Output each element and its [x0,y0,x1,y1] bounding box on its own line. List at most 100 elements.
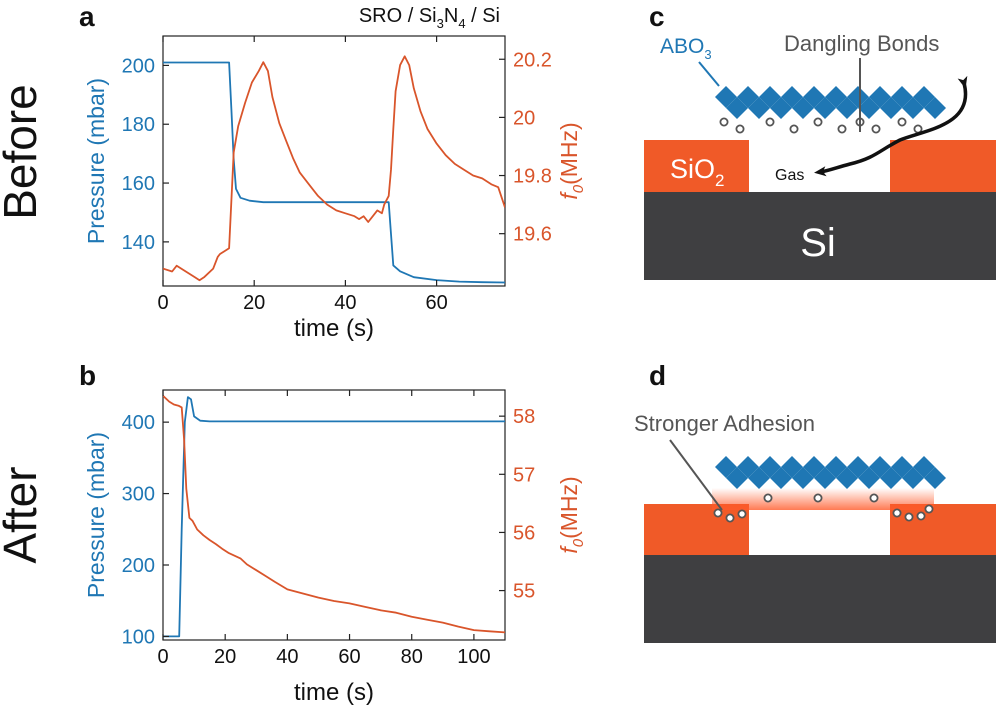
panel-letter-b: b [79,360,96,391]
sio2-right-pillar-d [890,504,996,555]
y-tick-label-left: 200 [122,555,155,577]
y-tick-label-right: 20.2 [513,49,552,71]
x-tick-label: 40 [334,292,356,314]
lattice-diamond [726,467,748,489]
f-unit: (MHz) [556,476,582,539]
f-sub: 0 [570,538,587,547]
title-sub-3: 3 [437,16,444,31]
lattice-diamond [792,467,814,489]
f-symbol: f [556,191,582,200]
y-tick-label-right: 20 [513,107,535,129]
f-symbol: f [556,545,582,554]
row-label-after: After [0,466,46,563]
panel-a-title: SRO / Si3N4 / Si [359,5,500,31]
abo3-label: ABO3 [660,35,712,62]
panel-letter-c: c [649,1,665,32]
bond-marker [813,493,823,503]
x-tick-label: 20 [214,646,236,668]
title-part-n: N [444,5,458,27]
chart-a: 0 20 40 60 140 160 180 200 19.6 19.8 20 20.2 time (… [83,35,587,342]
dangling-bonds-label: Dangling Bonds [784,31,939,56]
bond-marker [837,124,847,134]
plot-frame-b [162,389,506,641]
bond-marker [725,513,735,523]
bond-marker [713,508,723,518]
lattice-diamond [748,97,770,119]
adhesion-leader-line [669,439,723,511]
lattice-diamond [726,97,748,119]
y-tick-label-left: 160 [122,173,155,195]
bond-marker [763,493,773,503]
x-tick-label: 0 [157,292,168,314]
y-tick-label-left: 300 [122,484,155,506]
y-tick-label-right: 58 [513,406,535,428]
lattice-diamond [924,467,946,489]
si-substrate-d [644,555,996,643]
panel-letter-a: a [79,1,95,32]
schematic-d: Stronger Adhesion [634,411,996,643]
x-tick-label: 80 [401,646,423,668]
sio2-left-pillar [644,140,749,192]
sio2-left-pillar-d [644,504,749,555]
bond-marker [719,117,729,127]
plot-frame-a [162,35,506,287]
y-axis-label-left-b: Pressure (mbar) [83,432,109,598]
x-tick-label: 60 [425,292,447,314]
title-part-end: / Si [466,5,500,27]
row-label-before: Before [0,84,46,220]
bond-marker [765,117,775,127]
x-axis-label-b: time (s) [294,679,374,706]
bond-marker [924,504,934,514]
gas-arrow [814,75,968,177]
lattice-diamond [902,467,924,489]
lattice-diamond [770,467,792,489]
series-line-f0 [163,55,505,282]
gas-label: Gas [775,167,804,184]
stronger-adhesion-label: Stronger Adhesion [634,411,815,436]
y-axis-label-right-b: f0(MHz) [556,476,587,553]
bond-marker [789,124,799,134]
x-tick-label: 40 [276,646,298,668]
lattice-diamond [770,97,792,119]
series-line-pressure [163,61,505,284]
bond-marker [892,508,902,518]
sio2-text: SiO [670,154,715,184]
y-axis-label-left-a: Pressure (mbar) [83,78,109,244]
title-sub-4: 4 [458,16,465,31]
lattice-diamond [880,467,902,489]
y-tick-label-left: 100 [122,626,155,648]
sio2-label: SiO2 [670,154,724,190]
bond-marker [916,511,926,521]
abo3-lattice [715,86,946,119]
y-tick-label-left: 200 [122,55,155,77]
y-tick-label-left: 400 [122,412,155,434]
bond-marker [737,509,747,519]
x-tick-label: 60 [338,646,360,668]
x-tick-label: 20 [243,292,265,314]
sio2-right-pillar [890,140,996,192]
y-tick-label-right: 56 [513,522,535,544]
sio2-sub: 2 [715,171,724,190]
f-sub: 0 [570,184,587,193]
y-tick-label-left: 140 [122,232,155,254]
lattice-diamond [748,467,770,489]
dangling-bond-markers [719,117,923,134]
si-label: Si [800,221,836,265]
schematic-c: Si SiO2 ABO3 Dangling Bonds Gas [644,31,996,280]
bond-marker [871,124,881,134]
chart-b: 0 20 40 60 80 100 100 200 300 400 55 56 57 58 time (s… [83,389,587,706]
series-line-f0 [163,395,505,634]
y-tick-label-right: 19.6 [513,224,552,246]
bond-marker [897,117,907,127]
y-tick-label-left: 180 [122,114,155,136]
si-substrate [644,192,996,280]
bond-marker [904,512,914,522]
f-unit: (MHz) [556,122,582,185]
bond-marker [813,117,823,127]
abo3-sub: 3 [704,47,711,62]
x-tick-label: 0 [157,646,168,668]
y-tick-label-right: 57 [513,464,535,486]
bond-marker [735,124,745,134]
lattice-diamond [814,467,836,489]
